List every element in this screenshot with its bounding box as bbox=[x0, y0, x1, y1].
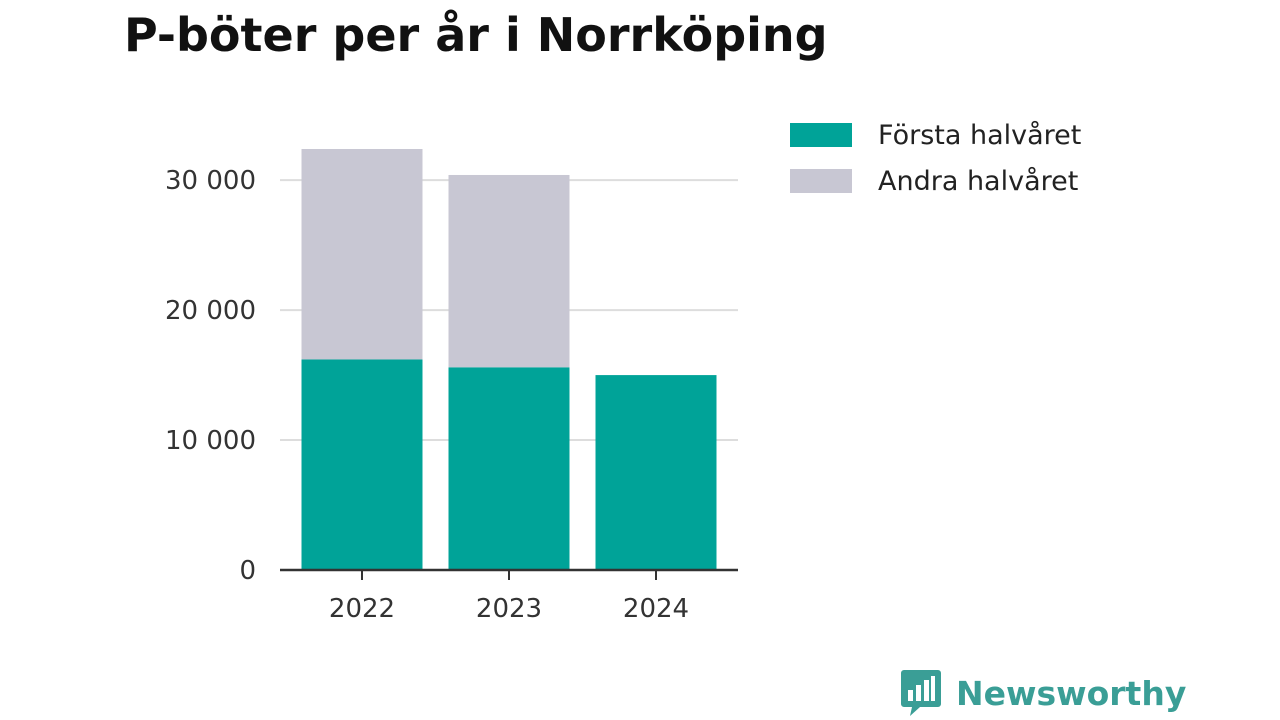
bar-chart-bubble-icon bbox=[901, 670, 941, 716]
brand-logo: Newsworthy bbox=[900, 668, 1186, 718]
y-tick-label: 0 bbox=[239, 556, 256, 586]
x-tick-label: 2024 bbox=[623, 594, 689, 624]
legend-label-andra: Andra halvåret bbox=[878, 165, 1079, 197]
legend-label-forsta: Första halvåret bbox=[878, 119, 1082, 151]
chart-title: P-böter per år i Norrköping bbox=[124, 8, 828, 62]
x-tick-label: 2022 bbox=[329, 594, 395, 624]
x-tick-label: 2023 bbox=[476, 594, 542, 624]
legend-item-andra: Andra halvåret bbox=[790, 158, 1081, 204]
bar-2022-series-0 bbox=[301, 359, 423, 570]
bar-2022-series-1 bbox=[301, 149, 423, 360]
bar-2024-series-0 bbox=[595, 375, 717, 570]
y-tick-label: 20 000 bbox=[165, 296, 256, 326]
legend-item-forsta: Första halvåret bbox=[790, 112, 1081, 158]
bars bbox=[301, 149, 717, 570]
axes: 0 10 000 20 000 30 000 2022 2023 2024 bbox=[165, 166, 738, 624]
legend-swatch-andra bbox=[790, 169, 852, 193]
y-tick-label: 10 000 bbox=[165, 426, 256, 456]
legend: Första halvåret Andra halvåret bbox=[790, 112, 1081, 204]
y-tick-label: 30 000 bbox=[165, 166, 256, 196]
bar-2023-series-0 bbox=[448, 367, 570, 570]
bar-2023-series-1 bbox=[448, 174, 570, 368]
brand-name: Newsworthy bbox=[956, 673, 1187, 713]
legend-swatch-forsta bbox=[790, 123, 852, 147]
